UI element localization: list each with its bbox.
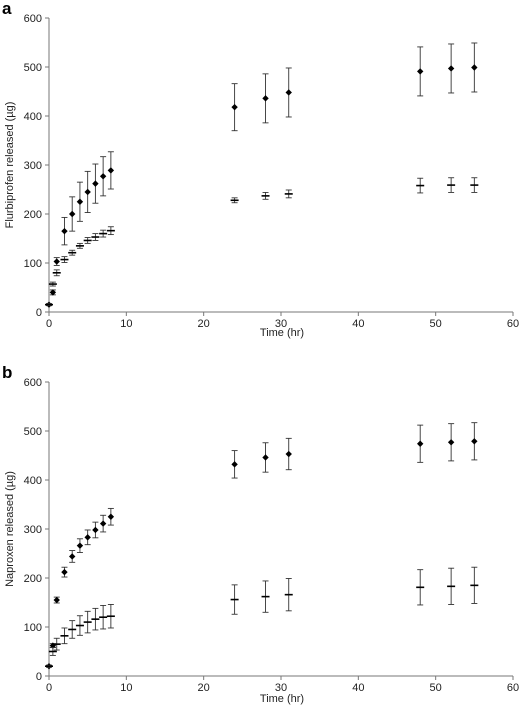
data-point-diamond: [99, 173, 107, 180]
x-tick-label: 10: [120, 318, 132, 330]
data-point-diamond: [84, 534, 91, 541]
data-point-diamond: [471, 438, 478, 445]
data-point-diamond: [53, 596, 60, 604]
y-tick-label: 100: [24, 622, 42, 634]
panel-label: a: [2, 0, 12, 18]
y-tick-label: 500: [24, 426, 42, 438]
data-point-diamond: [231, 103, 238, 111]
y-axis-label: Flurbiprofen released (µg): [4, 102, 16, 229]
y-tick-label: 200: [24, 209, 42, 221]
x-tick-label: 50: [430, 318, 442, 330]
axes: 0 100 200 300 400 500 600 0 10 20 30 40 50 60: [24, 13, 519, 330]
x-axis-label: Time (hr): [260, 693, 304, 705]
data-point-diamond: [107, 513, 115, 520]
x-tick-label: 20: [198, 318, 210, 330]
data-point-diamond: [107, 167, 115, 174]
x-tick-label: 60: [507, 318, 519, 330]
x-tick-label: 30: [275, 682, 287, 694]
data-point-diamond: [69, 210, 76, 218]
data-point-diamond: [417, 68, 424, 75]
x-tick-label: 10: [120, 682, 132, 694]
data-point-diamond: [285, 450, 292, 458]
y-axis-label: Naproxen released (µg): [4, 471, 16, 587]
data-point-diamond: [49, 289, 57, 296]
data-point-diamond: [61, 227, 68, 235]
axes: 0 100 200 300 400 500 600 0 10 20 30 40 50 60: [24, 377, 519, 694]
x-tick-label: 40: [352, 318, 364, 330]
x-tick-label: 50: [430, 682, 442, 694]
data-marks: [45, 42, 479, 308]
data-point-diamond: [262, 454, 269, 461]
y-tick-label: 0: [36, 671, 42, 683]
y-tick-label: 300: [24, 524, 42, 536]
data-point-diamond: [92, 526, 99, 534]
y-tick-label: 600: [24, 377, 42, 389]
data-point-diamond: [447, 65, 455, 72]
data-point-diamond: [447, 439, 455, 446]
panel-label: b: [2, 363, 12, 382]
y-tick-label: 100: [24, 258, 42, 270]
x-tick-label: 60: [507, 682, 519, 694]
data-point-diamond: [417, 440, 424, 447]
y-tick-label: 500: [24, 62, 42, 74]
y-tick-label: 0: [36, 307, 42, 319]
data-point-diamond: [76, 542, 84, 549]
y-tick-label: 400: [24, 475, 42, 487]
data-point-diamond: [61, 568, 68, 576]
data-point-diamond: [285, 89, 292, 96]
data-point-diamond: [53, 258, 60, 265]
x-axis-label: Time (hr): [260, 327, 304, 339]
chart-panel-a: a Flurbiprofen released (µg) Time (hr) 0…: [2, 0, 519, 339]
data-point-diamond: [231, 461, 238, 468]
x-tick-label: 30: [275, 318, 287, 330]
x-tick-label: 40: [352, 682, 364, 694]
x-tick-label: 20: [198, 682, 210, 694]
data-point-diamond: [92, 180, 99, 187]
data-point-diamond: [76, 198, 84, 205]
y-tick-label: 400: [24, 111, 42, 123]
y-tick-label: 300: [24, 160, 42, 172]
data-marks: [45, 422, 479, 670]
y-tick-label: 600: [24, 13, 42, 25]
data-point-diamond: [262, 95, 269, 102]
x-tick-label: 0: [46, 682, 52, 694]
data-point-diamond: [99, 520, 107, 527]
data-point-diamond: [471, 64, 478, 71]
chart-panel-b: b Naproxen released (µg) Time (hr) 01002…: [2, 363, 519, 705]
x-tick-label: 0: [46, 318, 52, 330]
y-tick-label: 200: [24, 573, 42, 585]
data-point-diamond: [84, 188, 91, 196]
data-point-diamond: [69, 553, 76, 560]
